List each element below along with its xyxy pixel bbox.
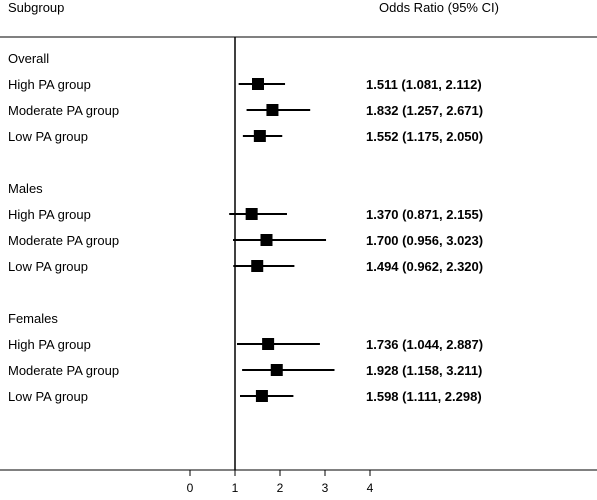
row-label: High PA group bbox=[8, 337, 91, 352]
row-label: Low PA group bbox=[8, 129, 88, 144]
odds-ratio-text: 1.494 (0.962, 2.320) bbox=[366, 259, 483, 274]
x-tick-label: 0 bbox=[187, 481, 194, 495]
odds-ratio-text: 1.736 (1.044, 2.887) bbox=[366, 337, 483, 352]
x-tick-label: 1 bbox=[232, 481, 239, 495]
odds-ratio-text: 1.511 (1.081, 2.112) bbox=[366, 77, 482, 92]
row-label: Low PA group bbox=[8, 259, 88, 274]
point-estimate bbox=[270, 364, 283, 376]
forest-rows: Overall High PA group 1.511 (1.081, 2.112)… bbox=[8, 51, 483, 404]
odds-ratio-text: 1.700 (0.956, 3.023) bbox=[366, 233, 483, 248]
x-tick-label: 4 bbox=[367, 481, 374, 495]
x-tick-label: 3 bbox=[322, 481, 329, 495]
row-label: Moderate PA group bbox=[8, 103, 119, 118]
row-label: Moderate PA group bbox=[8, 233, 119, 248]
odds-ratio-text: 1.370 (0.871, 2.155) bbox=[366, 207, 483, 222]
odds-ratio-text: 1.928 (1.158, 3.211) bbox=[366, 363, 482, 378]
point-estimate bbox=[251, 260, 264, 272]
x-axis-ticks: 0 1 2 3 4 bbox=[187, 470, 374, 495]
x-tick-label: 2 bbox=[277, 481, 284, 495]
row-label: High PA group bbox=[8, 77, 91, 92]
group-title: Overall bbox=[8, 51, 49, 66]
header-odds-ratio: Odds Ratio (95% CI) bbox=[379, 0, 499, 15]
point-estimate bbox=[245, 208, 258, 220]
group-title: Females bbox=[8, 311, 58, 326]
group-title: Males bbox=[8, 181, 43, 196]
row-label: Moderate PA group bbox=[8, 363, 119, 378]
point-estimate bbox=[260, 234, 273, 246]
odds-ratio-text: 1.598 (1.111, 2.298) bbox=[366, 389, 482, 404]
point-estimate bbox=[253, 130, 266, 142]
odds-ratio-text: 1.832 (1.257, 2.671) bbox=[366, 103, 483, 118]
point-estimate bbox=[251, 78, 264, 90]
row-label: High PA group bbox=[8, 207, 91, 222]
odds-ratio-text: 1.552 (1.175, 2.050) bbox=[366, 129, 483, 144]
row-label: Low PA group bbox=[8, 389, 88, 404]
point-estimate bbox=[266, 104, 279, 116]
header-subgroup: Subgroup bbox=[8, 0, 64, 15]
point-estimate bbox=[262, 338, 275, 350]
point-estimate bbox=[255, 390, 268, 402]
